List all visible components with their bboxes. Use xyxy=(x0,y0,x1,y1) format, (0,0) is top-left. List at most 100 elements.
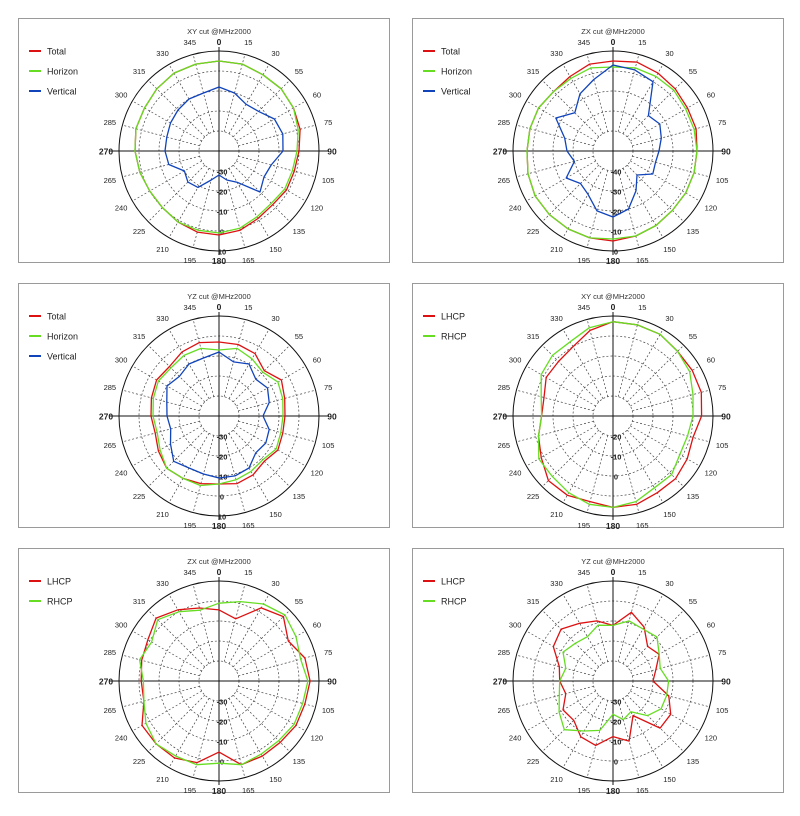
grid-spoke xyxy=(516,654,594,677)
angle-tick-label: 55 xyxy=(295,67,303,76)
angle-tick-label: 135 xyxy=(687,227,700,236)
legend-label: LHCP xyxy=(441,577,465,587)
radial-tick-label: 0 xyxy=(220,758,224,767)
grid-spoke xyxy=(223,700,246,778)
series-line-rhcp xyxy=(537,321,694,509)
angle-tick-label: 60 xyxy=(707,91,715,100)
angle-tick-label: 60 xyxy=(313,356,321,365)
chart-panel-xy-cp: XY cut @MHz2000 0 15 30 55 60 75 90 105 120 135 150… xyxy=(412,283,784,529)
angle-tick-label: 270 xyxy=(99,677,113,687)
angle-tick-label: 0 xyxy=(611,302,616,312)
grid-spoke xyxy=(617,319,640,397)
grid-spoke xyxy=(122,685,200,708)
legend-label: Vertical xyxy=(47,87,77,97)
angle-tick-label: 105 xyxy=(322,441,335,450)
angle-tick-label: 15 xyxy=(638,38,646,47)
grid-spoke xyxy=(132,425,202,467)
grid-spoke xyxy=(236,160,306,202)
grid-spoke xyxy=(586,54,609,132)
series-line-vertical xyxy=(555,64,662,218)
angle-tick-label: 90 xyxy=(721,147,731,157)
angle-tick-label: 120 xyxy=(311,734,324,743)
series-line-rhcp xyxy=(138,600,309,766)
angle-tick-label: 315 xyxy=(133,332,146,341)
grid-spoke xyxy=(122,389,200,412)
angle-tick-label: 55 xyxy=(689,597,697,606)
angle-tick-label: 30 xyxy=(271,314,279,323)
angle-tick-label: 75 xyxy=(324,118,332,127)
radial-tick-label: -30 xyxy=(217,698,228,707)
angle-tick-label: 150 xyxy=(269,245,282,254)
grid-spoke xyxy=(148,345,206,403)
angle-tick-label: 345 xyxy=(577,303,590,312)
angle-tick-label: 180 xyxy=(212,256,226,264)
radial-tick-label: -20 xyxy=(217,718,228,727)
angle-tick-label: 270 xyxy=(99,412,113,422)
angle-tick-label: 345 xyxy=(577,568,590,577)
grid-spoke xyxy=(562,433,604,503)
angle-tick-label: 285 xyxy=(104,383,117,392)
angle-tick-label: 300 xyxy=(115,91,128,100)
grid-spoke xyxy=(192,700,215,778)
grid-spoke xyxy=(562,329,604,399)
angle-tick-label: 270 xyxy=(493,677,507,687)
grid-spoke xyxy=(626,429,684,487)
grid-spoke xyxy=(622,698,664,768)
angle-tick-label: 330 xyxy=(550,579,563,588)
angle-tick-label: 345 xyxy=(577,38,590,47)
grid-spoke xyxy=(238,654,316,677)
grid-spoke xyxy=(232,345,290,403)
radial-tick-label: 0 xyxy=(614,758,618,767)
legend-label: Total xyxy=(47,312,66,322)
grid-spoke xyxy=(236,690,306,732)
grid-spoke xyxy=(630,690,700,732)
angle-tick-label: 240 xyxy=(509,734,522,743)
angle-tick-label: 120 xyxy=(705,734,718,743)
series-line-lhcp xyxy=(537,321,703,509)
radial-tick-label: -10 xyxy=(611,453,622,462)
chart-panel-xy-total: XY cut @MHz2000 0 15 30 55 60 75 90 105 120 135 150… xyxy=(18,18,390,264)
angle-tick-label: 225 xyxy=(527,492,540,501)
grid-spoke xyxy=(236,630,306,672)
grid-spoke xyxy=(626,694,684,752)
grid-spoke xyxy=(516,155,594,178)
angle-tick-label: 75 xyxy=(718,648,726,657)
chart-panel-yz-total: YZ cut @MHz2000 0 15 30 55 60 75 90 105 120 135 150… xyxy=(18,283,390,529)
angle-tick-label: 225 xyxy=(133,227,146,236)
angle-tick-label: 165 xyxy=(636,256,649,264)
grid-spoke xyxy=(622,168,664,238)
grid-spoke xyxy=(526,425,596,467)
grid-spoke xyxy=(192,584,215,662)
angle-tick-label: 60 xyxy=(707,356,715,365)
grid-spoke xyxy=(586,170,609,248)
angle-tick-label: 15 xyxy=(638,568,646,577)
grid-spoke xyxy=(630,630,700,672)
angle-tick-label: 60 xyxy=(707,621,715,630)
grid-spoke xyxy=(236,100,306,142)
radial-tick-label: -20 xyxy=(611,718,622,727)
angle-tick-label: 210 xyxy=(156,510,169,519)
angle-tick-label: 210 xyxy=(550,510,563,519)
angle-tick-label: 330 xyxy=(550,314,563,323)
angle-tick-label: 330 xyxy=(156,314,169,323)
angle-tick-label: 30 xyxy=(665,49,673,58)
angle-tick-label: 285 xyxy=(498,383,511,392)
grid-spoke xyxy=(122,124,200,147)
angle-tick-label: 210 xyxy=(550,245,563,254)
grid-spoke xyxy=(223,584,246,662)
angle-tick-label: 55 xyxy=(689,332,697,341)
angle-tick-label: 55 xyxy=(689,67,697,76)
grid-spoke xyxy=(626,80,684,138)
angle-tick-label: 315 xyxy=(133,597,146,606)
angle-tick-label: 15 xyxy=(638,303,646,312)
legend-label: LHCP xyxy=(47,577,71,587)
legend-label: Total xyxy=(47,47,66,57)
grid-spoke xyxy=(168,594,210,664)
grid-spoke xyxy=(132,630,202,672)
angle-tick-label: 120 xyxy=(705,204,718,213)
grid-spoke xyxy=(238,420,316,443)
grid-spoke xyxy=(238,124,316,147)
angle-tick-label: 15 xyxy=(244,568,252,577)
radial-tick-label: -30 xyxy=(217,433,228,442)
angle-tick-label: 315 xyxy=(527,332,540,341)
